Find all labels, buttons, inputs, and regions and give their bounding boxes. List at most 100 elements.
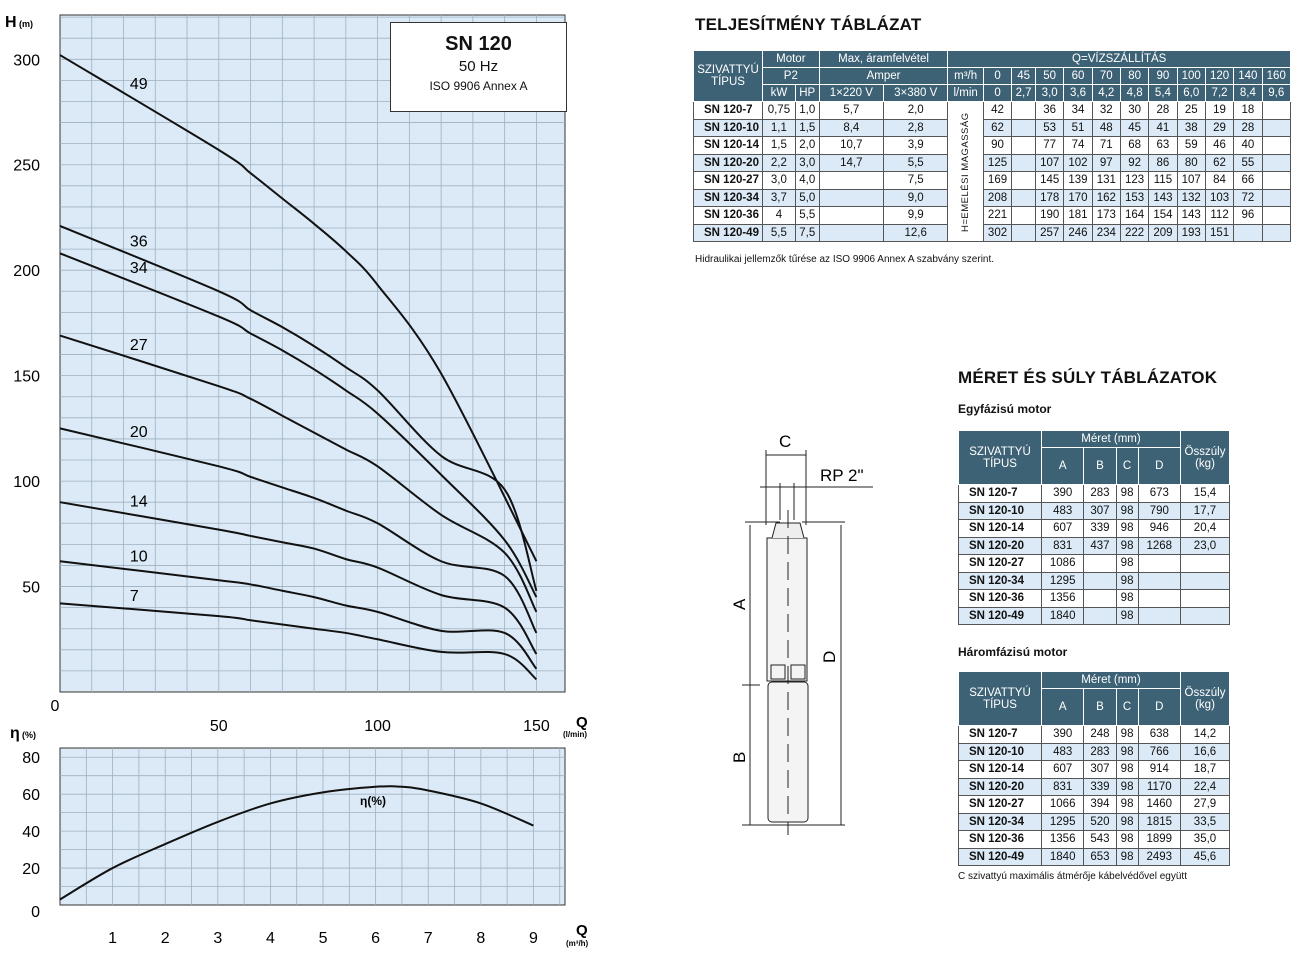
- col-p2: P2: [762, 67, 820, 85]
- col-1ph: 1×220 V: [818, 84, 885, 102]
- table-cell: 1295: [1040, 812, 1085, 831]
- table-cell: 123: [1119, 171, 1150, 190]
- table-cell: 283: [1083, 484, 1117, 503]
- table-cell: [1261, 118, 1292, 137]
- efficiency-chart: 0 20 40 60 80 1 2 3 4 5 6 7 8 9 η(%) η (%) Q(m³/h): [10, 725, 589, 948]
- table-cell: 153: [1119, 188, 1150, 207]
- table-row: SN 120-14 607 307 98 914 18,7: [958, 760, 1230, 779]
- table-cell: 103: [1204, 188, 1235, 207]
- pump-type: SN 120-14: [958, 760, 1042, 779]
- table-cell: 1356: [1040, 589, 1085, 608]
- col-a: A: [1040, 688, 1085, 726]
- table-cell: 23,0: [1180, 536, 1230, 555]
- pump-type: SN 120-7: [693, 101, 763, 120]
- table-cell: 12,6: [883, 223, 949, 242]
- table-cell: 55: [1233, 153, 1263, 172]
- col-c: C: [1115, 688, 1139, 726]
- table-row: SN 120-10 483 307 98 790 17,7: [958, 501, 1230, 520]
- table-cell: 209: [1148, 223, 1178, 242]
- table-row: SN 120-10 483 283 98 766 16,6: [958, 742, 1230, 761]
- y-tick-label: 40: [22, 824, 40, 841]
- table-cell: 66: [1233, 171, 1263, 190]
- table-cell: 115: [1148, 171, 1178, 190]
- table-cell: 248: [1083, 725, 1117, 744]
- table-cell: 27,9: [1180, 795, 1230, 814]
- table-cell: 10,7: [818, 136, 885, 155]
- table-row: SN 120-34 1295 98: [958, 571, 1230, 590]
- table-cell: 1460: [1137, 795, 1182, 814]
- table-cell: [1083, 571, 1117, 590]
- table-row: SN 120-34 3,7 5,0 9,0 208 178 170 162 153 143 132 1…: [693, 188, 1292, 207]
- table-cell: 169: [982, 171, 1013, 190]
- q-header: 70: [1091, 67, 1121, 85]
- chart-title: SN 120: [445, 33, 512, 55]
- table-cell: 4,0: [794, 171, 820, 190]
- y-axis-unit: (m): [19, 19, 33, 29]
- table-cell: 1,5: [762, 136, 796, 155]
- table-cell: 2,0: [883, 101, 949, 120]
- three-phase-table: SZIVATTYÚ TÍPUS Méret (mm) Összúly (kg) A B C…: [958, 671, 1230, 866]
- pump-type: SN 120-20: [958, 536, 1042, 555]
- curve-14: [59, 501, 538, 655]
- pump-type: SN 120-34: [958, 571, 1042, 590]
- table-cell: 178: [1035, 188, 1065, 207]
- dimensions-note: C szivattyú maximális átmérője kábelvédő…: [958, 871, 1187, 882]
- q-header: 160: [1261, 67, 1292, 85]
- table-cell: 63: [1148, 136, 1178, 155]
- table-cell: 45,6: [1180, 847, 1230, 866]
- q-header: 7,2: [1204, 84, 1235, 102]
- x-axis-unit: (l/min): [563, 730, 587, 739]
- q-header: 3,6: [1063, 84, 1093, 102]
- pump-type: SN 120-10: [958, 742, 1042, 761]
- col-c: C: [1115, 447, 1139, 485]
- q-header: 50: [1035, 67, 1065, 85]
- col-type: SZIVATTYÚ TÍPUS: [958, 671, 1042, 726]
- table-cell: 15,4: [1180, 484, 1230, 503]
- table-cell: 302: [982, 223, 1013, 242]
- table-row: SN 120-27 1066 394 98 1460 27,9: [958, 795, 1230, 814]
- table-cell: 16,6: [1180, 742, 1230, 761]
- table-cell: 28: [1233, 118, 1263, 137]
- table-cell: 98: [1115, 847, 1139, 866]
- col-size: Méret (mm): [1041, 671, 1181, 689]
- curve-36: [59, 224, 538, 592]
- table-cell: [1011, 206, 1037, 225]
- table-cell: [1011, 153, 1037, 172]
- table-cell: 164: [1119, 206, 1150, 225]
- table-cell: 673: [1137, 484, 1182, 503]
- table-cell: 14,2: [1180, 725, 1230, 744]
- curve-34: [59, 252, 538, 598]
- table-cell: 40: [1233, 136, 1263, 155]
- table-cell: 53: [1035, 118, 1065, 137]
- table-cell: 181: [1063, 206, 1093, 225]
- table-cell: 520: [1083, 812, 1117, 831]
- table-cell: 32: [1091, 101, 1121, 120]
- q-header: 2,7: [1011, 84, 1037, 102]
- table-cell: 98: [1115, 501, 1139, 520]
- table-cell: 2,8: [883, 118, 949, 137]
- table-cell: 653: [1083, 847, 1117, 866]
- table-cell: 831: [1040, 536, 1085, 555]
- table-cell: 145: [1035, 171, 1065, 190]
- table-row: SN 120-10 1,1 1,5 8,4 2,8 62 53 51 48 45 41 38 29 28: [693, 118, 1292, 137]
- table-cell: 483: [1040, 742, 1085, 761]
- table-cell: 22,4: [1180, 777, 1230, 796]
- table-cell: 5,5: [883, 153, 949, 172]
- pump-type: SN 120-7: [958, 484, 1042, 503]
- dim-d-label: D: [820, 651, 839, 663]
- col-hp: HP: [794, 84, 820, 102]
- table-cell: 17,7: [1180, 501, 1230, 520]
- dim-a-label: A: [730, 598, 749, 610]
- table-cell: [1137, 571, 1182, 590]
- table-cell: 25: [1176, 101, 1206, 120]
- table-cell: 3,0: [794, 153, 820, 172]
- x-tick-label: 0: [51, 698, 60, 715]
- curve-label: 36: [130, 234, 148, 251]
- table-row: SN 120-49 1840 98: [958, 606, 1230, 625]
- table-cell: 143: [1148, 188, 1178, 207]
- table-cell: 5,0: [794, 188, 820, 207]
- x-tick-label: 100: [364, 718, 391, 735]
- table-cell: 98: [1115, 760, 1139, 779]
- y-tick-label: 200: [13, 263, 40, 280]
- table-cell: 48: [1091, 118, 1121, 137]
